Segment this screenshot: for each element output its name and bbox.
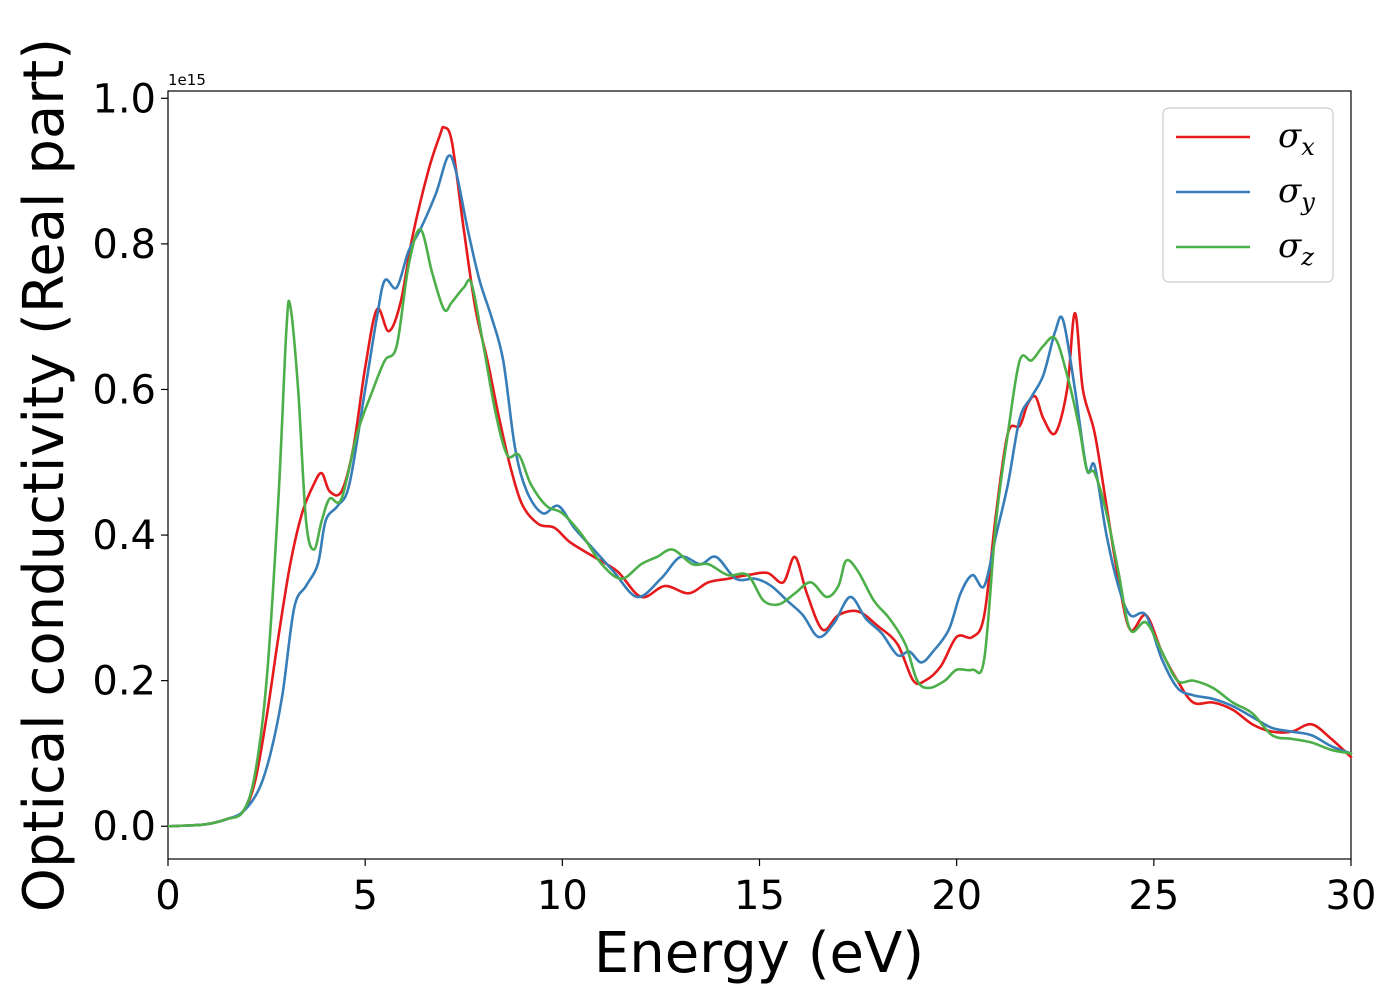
legend-box <box>1162 107 1334 283</box>
series-line-y <box>166 154 1353 828</box>
legend: σx σy σz <box>1162 107 1334 283</box>
legend-label-z: σz <box>1278 226 1314 271</box>
series-layer <box>166 125 1353 828</box>
x-axis: 0 5 10 15 20 25 30 <box>155 859 1376 919</box>
legend-label-y: σy <box>1278 171 1315 216</box>
y-axis-title: Optical conductivity (Real part) <box>12 38 77 912</box>
x-tick-label: 25 <box>1128 873 1179 919</box>
y-tick-label: 0.4 <box>92 513 156 559</box>
y-tick-label: 0.2 <box>92 659 156 705</box>
x-tick-label: 0 <box>155 873 180 919</box>
y-axis-offset-text: 1e15 <box>168 71 206 89</box>
x-tick-label: 10 <box>537 873 588 919</box>
y-tick-label: 1.0 <box>92 76 156 122</box>
x-tick-label: 30 <box>1326 873 1377 919</box>
x-tick-label: 5 <box>352 873 377 919</box>
legend-label-x: σx <box>1278 116 1315 161</box>
x-tick-label: 20 <box>931 873 982 919</box>
series-line-z <box>166 228 1353 828</box>
x-tick-label: 15 <box>734 873 785 919</box>
y-tick-label: 0.6 <box>92 367 156 413</box>
y-tick-label: 0.0 <box>92 804 156 850</box>
y-tick-label: 0.8 <box>92 222 156 268</box>
y-axis: 0.0 0.2 0.4 0.6 0.8 1.0 <box>92 76 168 850</box>
x-axis-title: Energy (eV) <box>594 921 924 986</box>
